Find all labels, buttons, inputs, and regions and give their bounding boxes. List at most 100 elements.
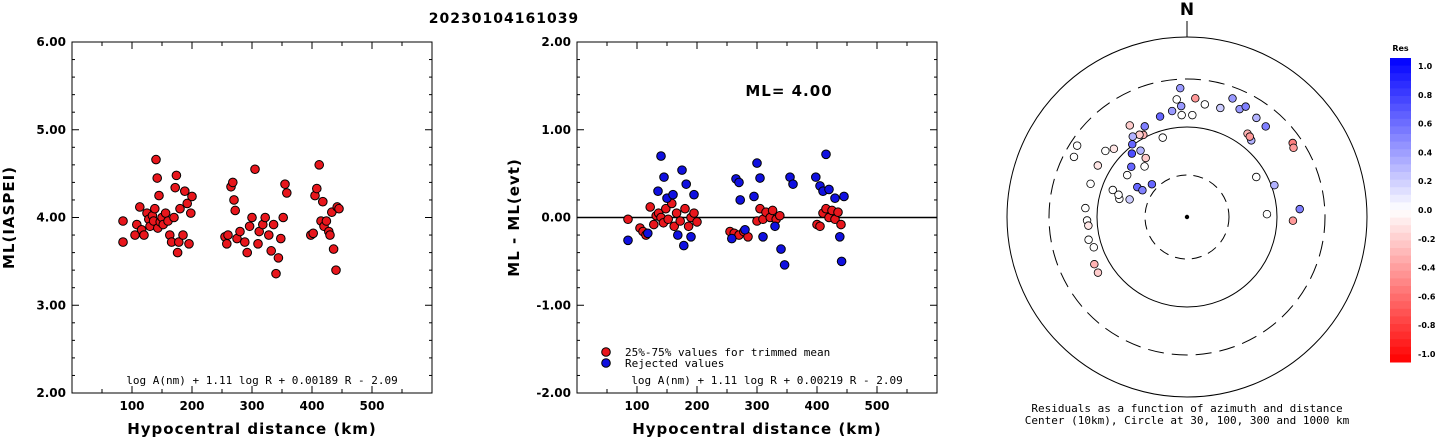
station-point [1138,186,1147,195]
rejected-point [656,151,666,161]
colorbar-segment [1390,118,1411,127]
x-tick-label: 500 [359,399,384,413]
distance-ring [1144,174,1230,260]
rejected-point [653,186,663,196]
data-point [135,202,145,212]
station-point [1089,243,1098,252]
data-point [229,195,239,205]
colorbar-segment [1390,58,1411,67]
colorbar-segment [1390,149,1411,158]
station-point [1245,132,1254,141]
station-point [1252,113,1261,123]
station-point [1101,146,1110,156]
x-tick-label: 400 [299,399,324,413]
y-axis-label: ML - ML(evt) [505,158,523,276]
rejected-point [681,179,692,189]
station-point [1125,121,1134,130]
data-point [331,265,341,275]
data-point [314,160,325,170]
data-point [180,186,190,196]
accepted-point [815,221,825,232]
colorbar-segment [1390,111,1411,120]
data-point [169,212,179,223]
data-point [139,230,149,240]
data-point [235,226,245,237]
station-point [1270,180,1279,190]
data-point [172,247,183,258]
polar-caption-line1: Residuals as a function of azimuth and d… [1031,402,1342,415]
station-point [1093,268,1103,277]
rejected-point [824,184,834,195]
rejected-point [673,230,683,240]
station-point [1191,94,1200,103]
colorbar-segment [1390,202,1411,211]
colorbar-tick-label: 0.6 [1418,120,1433,129]
rejected-point [836,256,847,267]
colorbar-segment [1390,240,1411,249]
y-tick-label: 1.00 [541,123,571,137]
rejected-point [788,179,798,189]
station-point [1136,146,1145,155]
x-axis-label: Hypocentral distance (km) [632,420,882,438]
data-point [175,203,185,214]
colorbar-segment [1390,278,1411,287]
station-point [1167,106,1177,116]
colorbar-tick-label: 0.0 [1418,206,1433,215]
colorbar-tick-label: -0.4 [1418,264,1436,273]
station-point [1172,95,1181,104]
rejected-point [758,232,768,242]
station-point [1228,94,1237,103]
rejected-point [749,191,759,202]
ml-value-label: ML= 4.00 [745,82,832,100]
station-point [1114,190,1123,199]
data-point [228,177,238,188]
data-point [280,179,290,189]
y-tick-label: 6.00 [36,35,66,49]
data-point [244,221,255,232]
data-point [187,191,197,202]
colorbar-tick-label: 0.4 [1418,148,1433,157]
rejected-point [735,195,746,205]
rejected-point [779,260,790,270]
accepted-point [775,210,785,221]
station-point [1176,101,1186,111]
rejected-point [677,165,687,175]
formula-label: log A(nm) + 1.11 log R + 0.00189 R - 2.0… [126,374,398,387]
station-point [1127,162,1136,172]
y-tick-label: 4.00 [36,211,66,225]
x-tick-label: 100 [624,399,649,413]
data-point [182,198,192,209]
formula-label: log A(nm) + 1.11 log R + 0.00219 R - 2.0… [631,374,903,387]
station-point [1086,179,1095,188]
colorbar-segment [1390,270,1411,279]
rejected-point [623,235,633,246]
colorbar-tick-label: 1.0 [1418,62,1433,71]
data-point [171,170,182,181]
data-point [184,239,194,249]
colorbar-segment [1390,73,1411,82]
y-tick-label: 2.00 [36,386,66,400]
station-point [1241,102,1250,111]
data-point [308,228,319,239]
data-point [151,154,161,165]
station-point [1158,133,1167,142]
rejected-point [689,189,699,200]
x-tick-label: 200 [684,399,709,413]
north-label: N [1180,0,1194,20]
data-point [240,237,250,247]
colorbar-segment [1390,194,1411,203]
data-point [318,196,328,207]
station-point [1084,235,1093,244]
colorbar-segment [1390,126,1411,135]
rejected-point [740,224,750,235]
colorbar-segment [1390,286,1411,295]
distance-ring [1048,78,1326,356]
station-point [1262,210,1272,219]
y-tick-label: 3.00 [36,298,66,312]
data-point [152,173,162,183]
ml-distance-plot: 100 200 300 400 500 2.00 3.00 4.00 5.00 6.00 Hypoc… [0,35,433,438]
station-point [1288,216,1298,225]
rejected-point [770,221,780,232]
data-point [118,237,128,247]
rejected-point [752,158,762,168]
